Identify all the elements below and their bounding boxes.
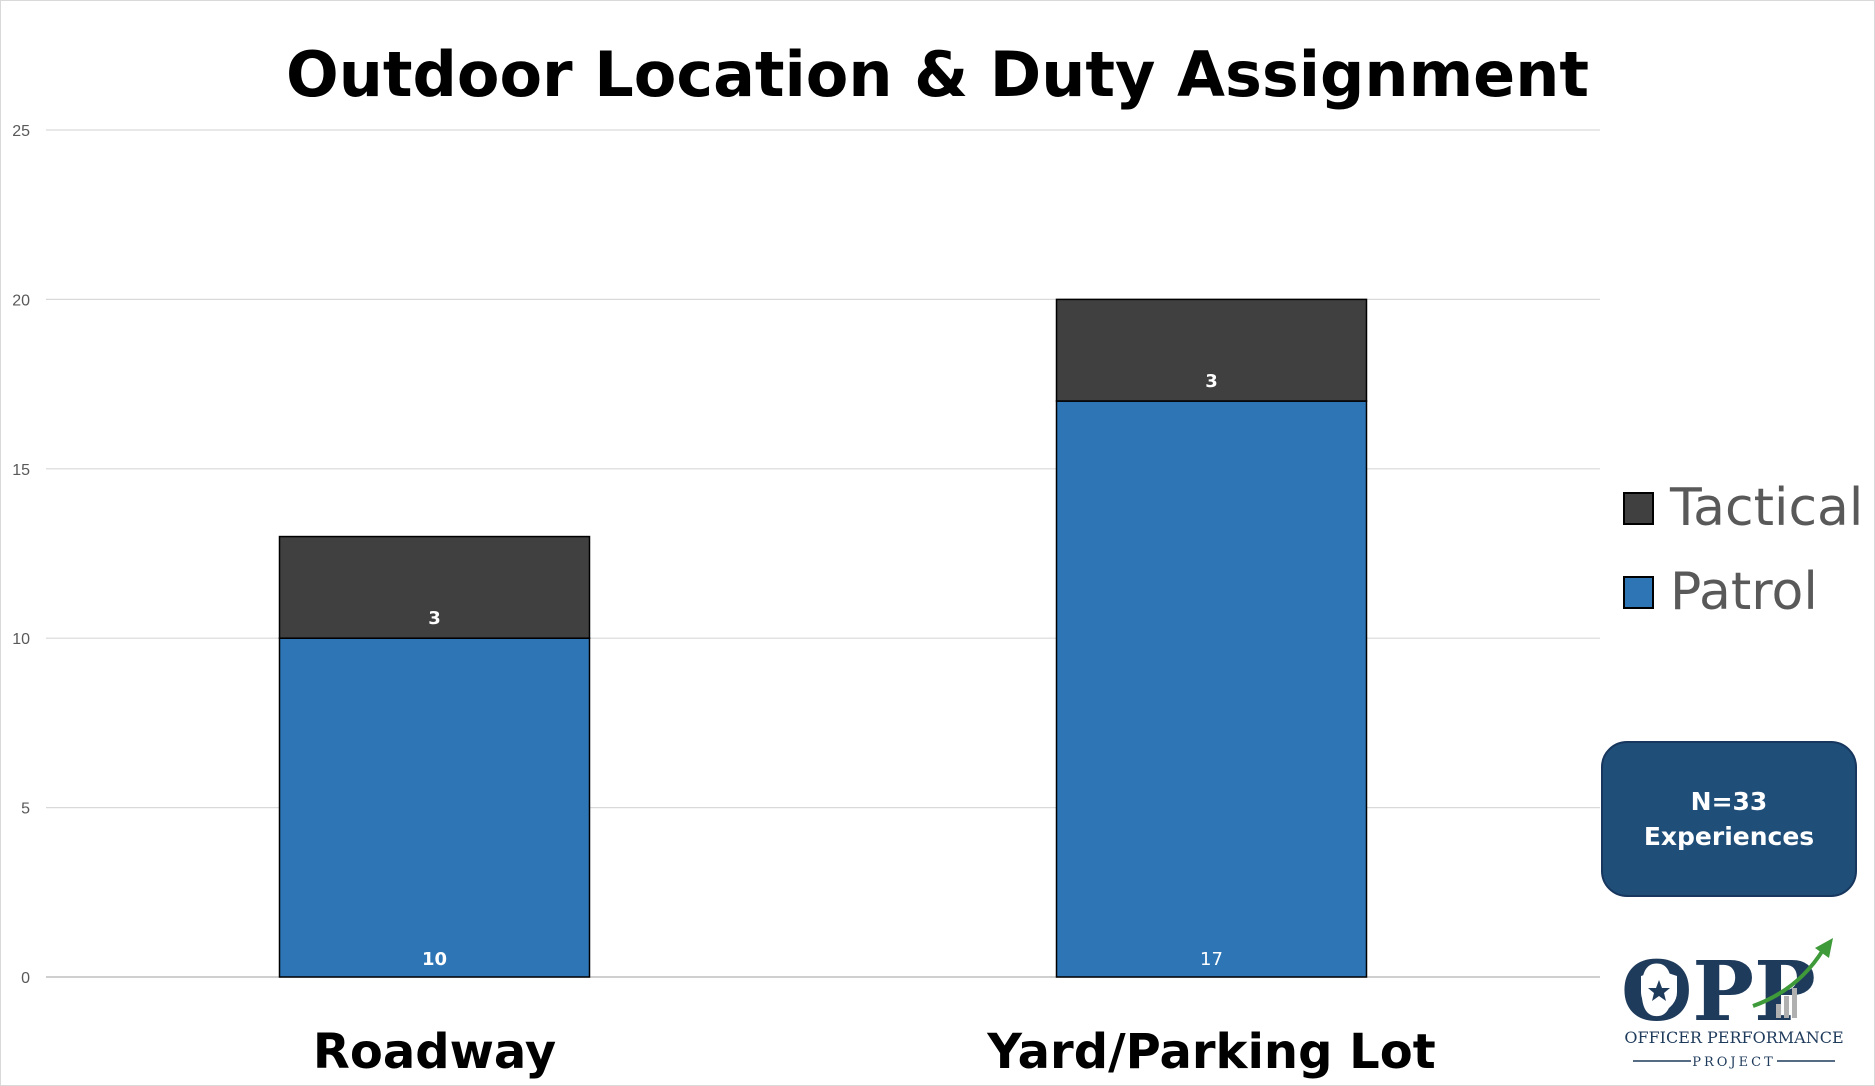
legend-label-tactical: Tactical	[1670, 478, 1864, 538]
logo-line2: PROJECT	[1692, 1055, 1776, 1070]
sample-size-count: N=33	[1690, 787, 1768, 816]
legend-label-patrol: Patrol	[1670, 562, 1818, 622]
y-tick-label: 25	[12, 123, 30, 140]
data-label-patrol-1: 10	[422, 949, 447, 970]
growth-arrow-icon	[1752, 938, 1833, 1018]
y-tick-label: 15	[12, 462, 30, 479]
police-badge-star-icon	[1641, 970, 1677, 1014]
chart-title: Outdoor Location & Duty Assignment	[286, 38, 1589, 111]
y-tick-label: 20	[12, 292, 30, 309]
sample-size-unit: Experiences	[1643, 822, 1815, 851]
data-label-tactical-1: 3	[428, 608, 441, 629]
bar-patrol-1	[278, 637, 591, 978]
data-label-patrol-2: 17	[1200, 949, 1223, 970]
sample-size-callout: N=33 Experiences	[1601, 741, 1857, 897]
bar-tactical-1	[278, 535, 591, 639]
legend-swatch-patrol	[1623, 575, 1654, 609]
y-tick-label: 5	[21, 801, 30, 818]
chart-plot: 0 5 10 15 20 25 10 3 17 3 Roadway Yard/Parking Lo…	[12, 123, 1600, 1080]
opp-logo: OPP OFFICER PERFORMANCE PROJECT	[1621, 938, 1844, 1070]
bar-tactical-2	[1055, 298, 1368, 402]
bar-patrol-2	[1055, 400, 1368, 978]
y-tick-label: 0	[21, 970, 30, 987]
x-category-label: Roadway	[313, 1024, 556, 1080]
logo-line1: OFFICER PERFORMANCE	[1624, 1028, 1843, 1047]
legend-item-patrol: Patrol	[1623, 566, 1818, 618]
x-category-label: Yard/Parking Lot	[986, 1024, 1435, 1080]
y-tick-label: 10	[12, 631, 30, 648]
legend-swatch-tactical	[1623, 491, 1654, 525]
legend-item-tactical: Tactical	[1623, 482, 1863, 534]
data-label-tactical-2: 3	[1205, 371, 1218, 392]
